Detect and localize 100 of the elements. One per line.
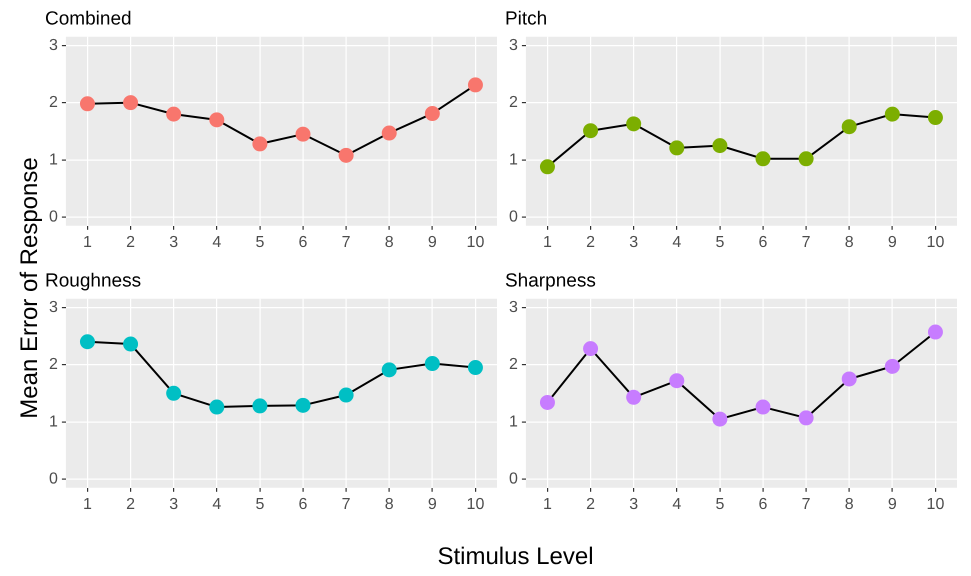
x-tick-label: 4 [672, 496, 682, 513]
point [626, 390, 642, 405]
y-tick-label: 3 [508, 298, 518, 316]
x-tick-label: 7 [342, 234, 351, 251]
chart-title: Pitch [505, 8, 548, 30]
y-tick-label: 2 [48, 94, 58, 112]
y-tick-label: 1 [508, 413, 518, 430]
x-tick-label: 1 [83, 234, 92, 251]
point [540, 394, 555, 410]
x-tick-label: 6 [758, 496, 768, 513]
point [756, 400, 771, 415]
point [468, 360, 483, 376]
x-tick-label: 7 [342, 496, 351, 513]
chart-title: Combined [45, 8, 132, 30]
x-tick-label: 2 [586, 234, 596, 251]
x-tick-label: 10 [926, 496, 944, 513]
y-tick-label: 3 [48, 298, 58, 316]
point [209, 112, 224, 128]
point [884, 106, 900, 122]
x-tick-label: 8 [384, 234, 394, 251]
point [798, 151, 814, 166]
point [712, 138, 728, 154]
point [842, 119, 857, 134]
point [338, 388, 354, 403]
x-tick-label: 9 [888, 234, 897, 251]
x-tick-label: 5 [255, 496, 264, 513]
x-tick-label: 3 [169, 496, 178, 513]
point [296, 126, 311, 142]
x-tick-label: 5 [255, 234, 264, 251]
point [338, 148, 354, 163]
x-tick-label: 4 [672, 234, 682, 251]
point [382, 126, 397, 141]
point [884, 358, 900, 374]
point [928, 324, 943, 340]
x-tick-label: 5 [715, 496, 724, 513]
point [123, 95, 138, 110]
point [798, 410, 814, 426]
x-tick-label: 9 [428, 496, 437, 513]
point [252, 136, 268, 152]
x-tick-label: 7 [802, 496, 811, 513]
point [712, 412, 728, 427]
x-tick-label: 6 [298, 496, 308, 513]
x-tick-label: 4 [212, 234, 222, 251]
y-tick-label: 3 [508, 36, 518, 54]
point [756, 151, 771, 166]
x-tick-label: 7 [802, 234, 811, 251]
chart-title: Roughness [45, 270, 142, 292]
point [80, 96, 95, 112]
x-tick-label: 8 [384, 496, 394, 513]
x-tick-label: 1 [83, 496, 92, 513]
y-tick-label: 0 [48, 470, 58, 488]
x-tick-label: 10 [466, 234, 484, 251]
x-tick-label: 9 [428, 234, 437, 251]
point [583, 123, 598, 138]
point [296, 398, 311, 413]
x-tick-label: 1 [543, 234, 552, 251]
y-tick-label: 0 [508, 470, 518, 488]
point [252, 398, 268, 414]
y-tick-label: 1 [508, 151, 518, 168]
y-tick-label: 2 [508, 356, 518, 374]
point [669, 373, 684, 388]
point [842, 371, 857, 386]
point [424, 106, 440, 122]
point [468, 77, 483, 92]
x-tick-label: 6 [758, 234, 768, 251]
x-tick-label: 1 [543, 496, 552, 513]
y-axis-title: Mean Error of Response [16, 157, 44, 419]
y-tick-label: 0 [508, 208, 518, 226]
x-tick-label: 2 [126, 496, 136, 513]
point [166, 106, 182, 122]
y-tick-label: 2 [508, 94, 518, 112]
x-tick-label: 3 [629, 496, 638, 513]
point [928, 110, 943, 126]
x-tick-label: 8 [844, 234, 854, 251]
x-tick-label: 3 [169, 234, 178, 251]
x-tick-label: 5 [715, 234, 724, 251]
point [123, 336, 138, 352]
y-tick-label: 2 [48, 356, 58, 374]
x-tick-label: 2 [586, 496, 596, 513]
point [626, 116, 642, 132]
y-tick-label: 3 [48, 36, 58, 54]
x-tick-label: 10 [466, 496, 484, 513]
x-tick-label: 2 [126, 234, 136, 251]
x-tick-label: 8 [844, 496, 854, 513]
y-tick-label: 0 [48, 208, 58, 226]
point [669, 140, 684, 156]
point [80, 334, 95, 350]
x-axis-title: Stimulus Level [436, 543, 595, 571]
point [166, 386, 182, 401]
point [583, 341, 598, 356]
x-tick-label: 4 [212, 496, 222, 513]
y-tick-label: 1 [48, 413, 58, 430]
x-tick-label: 10 [926, 234, 944, 251]
point [209, 400, 224, 415]
chart-title: Sharpness [505, 270, 596, 292]
y-tick-label: 1 [48, 151, 58, 168]
x-tick-label: 3 [629, 234, 638, 251]
x-tick-label: 9 [888, 496, 897, 513]
point [540, 159, 555, 174]
x-tick-label: 6 [298, 234, 308, 251]
